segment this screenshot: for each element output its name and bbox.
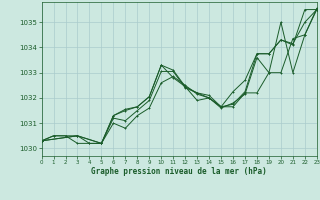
X-axis label: Graphe pression niveau de la mer (hPa): Graphe pression niveau de la mer (hPa) xyxy=(91,167,267,176)
